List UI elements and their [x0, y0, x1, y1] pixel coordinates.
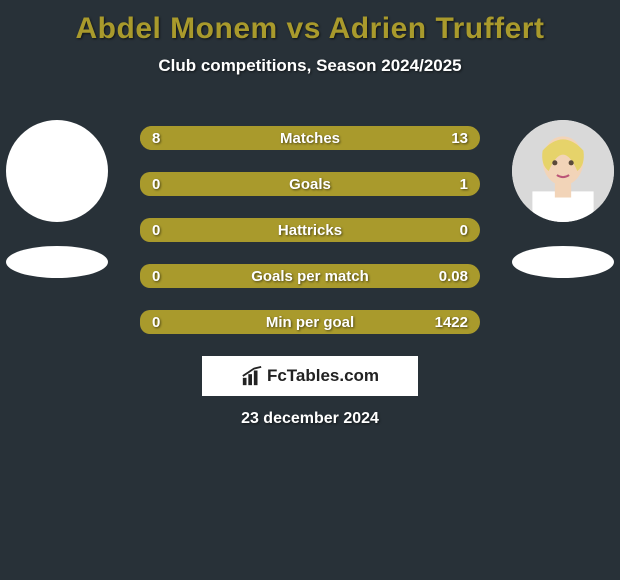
date-text: 23 december 2024	[0, 410, 620, 428]
team-badge-left	[6, 246, 108, 278]
stat-value-left: 0	[152, 176, 160, 193]
brand-text: FcTables.com	[267, 366, 379, 386]
avatar-right	[512, 120, 614, 222]
stat-row: 0 1Goals	[140, 172, 480, 196]
avatar-placeholder-icon	[6, 120, 108, 222]
chart-icon	[241, 365, 263, 387]
avatar-photo-icon	[512, 120, 614, 222]
comparison-card: Abdel Monem vs Adrien Truffert Club comp…	[0, 0, 620, 580]
stat-value-right: 13	[451, 130, 468, 147]
page-title: Abdel Monem vs Adrien Truffert	[0, 12, 620, 46]
stat-label: Min per goal	[140, 314, 480, 331]
stat-bars: 813Matches01Goals00Hattricks00.08Goals p…	[140, 126, 480, 334]
player-left	[6, 120, 108, 278]
stat-value-right: 1	[460, 176, 468, 193]
stat-label: Goals	[140, 176, 480, 193]
stat-value-left: 0	[152, 268, 160, 285]
avatar-left	[6, 120, 108, 222]
stat-row: 0 1422Min per goal	[140, 310, 480, 334]
subtitle: Club competitions, Season 2024/2025	[0, 56, 620, 76]
stat-value-left: 0	[152, 222, 160, 239]
stat-row: 813Matches	[140, 126, 480, 150]
player-right	[512, 120, 614, 278]
stat-value-right: 0	[460, 222, 468, 239]
stat-label: Hattricks	[140, 222, 480, 239]
stat-value-right: 1422	[435, 314, 468, 331]
stat-value-left: 0	[152, 314, 160, 331]
stat-label: Goals per match	[140, 268, 480, 285]
team-badge-right	[512, 246, 614, 278]
stat-row: 0 0Hattricks	[140, 218, 480, 242]
stat-value-left: 8	[152, 130, 160, 147]
stat-row: 0 0.08Goals per match	[140, 264, 480, 288]
stat-value-right: 0.08	[439, 268, 468, 285]
brand-badge[interactable]: FcTables.com	[202, 356, 418, 396]
